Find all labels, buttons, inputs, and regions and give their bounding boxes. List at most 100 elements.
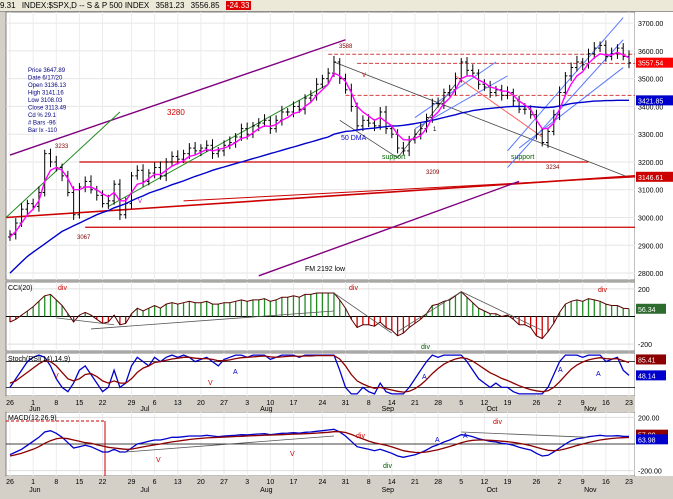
date-tick-label: 19 [504,479,512,486]
month-label: Jun [29,487,40,494]
price-info-line: Low 3108.03 [28,98,63,104]
price-y-tick: 3000.00 [638,216,663,223]
date-tick-label: 15 [76,400,84,407]
price-bar [401,141,406,155]
price-bar [574,55,579,72]
price-annotation: 3233 [55,144,69,150]
price-bar [511,88,516,107]
price-bar [412,129,417,144]
price-y-tick: 3100.00 [638,188,663,195]
price-annotation: 3209 [426,170,440,176]
price-info-line: Open 3136.13 [28,83,67,89]
cci-annotation: div [58,285,67,292]
price-bar [42,149,47,197]
price-tag-value: 3421.85 [638,98,663,105]
price-panel [5,11,636,281]
month-label: Jun [29,406,40,413]
stoch-panel [5,352,636,397]
last-value: 9.31 [0,1,16,10]
date-tick-label: 17 [290,400,298,407]
purple-lower-trendline [258,180,520,277]
date-tick-label: 19 [504,400,512,407]
date-tick-label: 2 [558,400,562,407]
price-bar [592,41,597,59]
price-bar [60,163,65,182]
stoch-value-tag [636,354,666,365]
date-tick-label: 16 [602,479,610,486]
price-annotation: 3588 [339,44,353,50]
cci-y-tick: 200 [638,287,650,294]
price-bar [343,73,348,94]
price-bar [337,58,342,84]
price-info-line: Cd % 29.1 [28,113,57,119]
price-bar [175,150,180,165]
date-tick-label: 31 [342,479,350,486]
price-annotation: V [362,73,366,79]
price-bar [117,179,122,221]
date-tick-label: 8 [54,400,58,407]
stoch-series-slow [9,354,630,393]
macd-annotation: A [463,433,468,440]
stoch-value-tag [636,370,666,381]
date-tick-label: 6 [153,479,157,486]
price-annotation: support [382,154,405,161]
price-annotation: 1 [433,127,437,133]
price-bar [8,230,12,241]
date-tick-label: 22 [99,400,107,407]
date-tick-label: 28 [434,400,442,407]
date-tick-label: 8 [367,479,371,486]
date-tick-label: 10 [266,400,274,407]
price-bar [580,58,585,71]
price-annotation: FM 2192 low [305,266,346,273]
cci-title: CCI(20) [8,285,33,292]
price-bar [13,218,18,240]
date-tick-label: 1 [31,479,35,486]
price-y-tick: 3400.00 [638,104,663,111]
price-bar [146,169,151,186]
month-label: Sep [382,406,395,413]
cci-annotation: div [349,285,358,292]
price-bar [285,108,290,116]
macd-value-tag [636,434,668,445]
purple-upper-trendline [9,39,346,156]
price-annotation: 3067 [77,235,91,241]
stoch-annotation: V [208,380,213,387]
date-tick-label: 23 [625,479,633,486]
stoch-annotation: A [596,371,601,378]
date-tick-label: 20 [197,400,205,407]
month-label: Oct [486,406,497,413]
price-annotation: V [138,199,142,205]
ema-line [9,51,630,238]
date-axis-strip-1 [6,396,635,412]
date-tick-label: 8 [54,479,58,486]
macd-series-signal [9,431,630,457]
price-bar [447,84,452,97]
date-tick-label: 26 [6,400,14,407]
date-tick-label: 13 [174,400,182,407]
macd-series-macd [9,428,630,458]
price-bar [198,144,203,157]
stoch-annotation: A [233,369,238,376]
price-bar [465,56,470,76]
price-tag-box [636,171,673,182]
macd-annotation: V [290,451,295,458]
price-bar [320,74,325,89]
pink-down-line [455,75,543,138]
cci-trendline [90,310,334,330]
date-tick-label: 28 [434,479,442,486]
date-tick-label: 17 [290,479,298,486]
price-bar [563,71,568,97]
date-tick-label: 21 [411,479,419,486]
date-tick-label: 12 [480,400,488,407]
price-info-line: # Bars -96 [28,121,56,127]
date-tick-label: 8 [367,400,371,407]
date-tick-label: 23 [625,400,633,407]
price-bar [372,119,377,132]
date-axis-strip-2 [6,476,635,499]
date-tick-label: 10 [266,479,274,486]
price-bar [482,79,487,91]
green-trendline-1 [5,111,121,218]
date-tick-label: 27 [220,400,228,407]
month-label: Jul [140,406,149,413]
